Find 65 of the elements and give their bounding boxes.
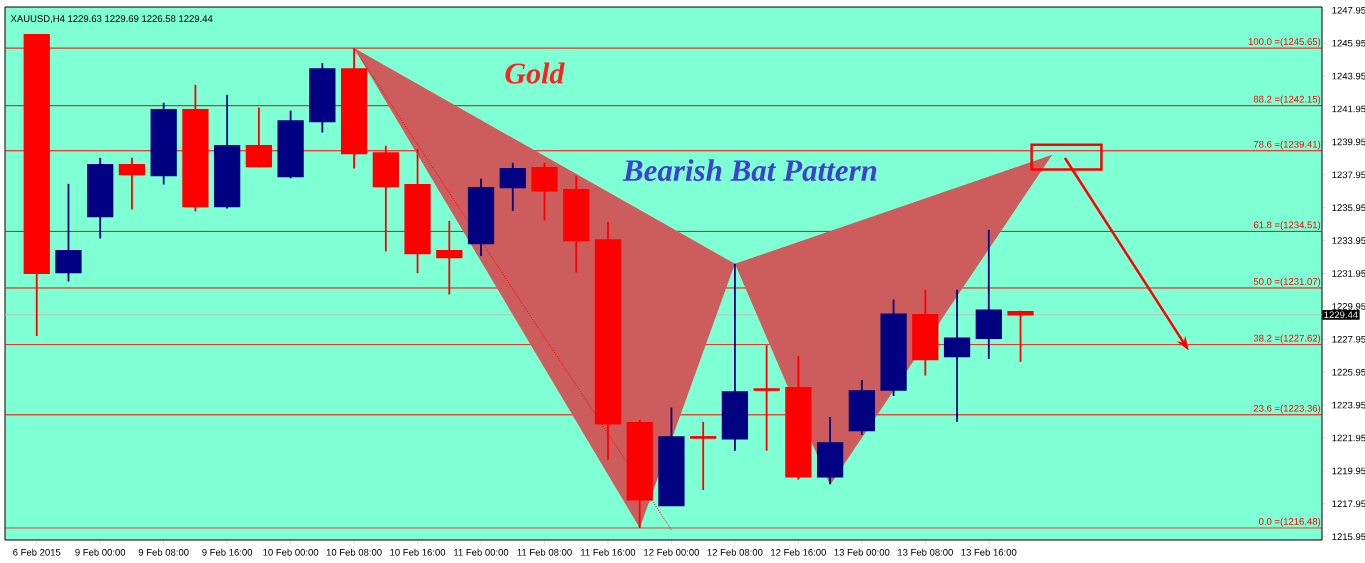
- y-tick-label: 1217.95: [1332, 500, 1365, 508]
- x-tick-label: 9 Feb 16:00: [202, 548, 253, 556]
- x-tick-label: 10 Feb 08:00: [326, 548, 382, 556]
- x-tick-label: 9 Feb 08:00: [138, 548, 189, 556]
- ref-line-label: 50.0 =(1231.07): [1253, 277, 1321, 287]
- candlestick: [55, 182, 82, 283]
- candlestick: [309, 62, 336, 134]
- y-tick-label: 1245.95: [1332, 39, 1365, 47]
- candlestick: [87, 156, 114, 240]
- candlestick: [467, 177, 495, 257]
- candlestick: [721, 262, 749, 452]
- x-tick-label: 13 Feb 00:00: [834, 548, 890, 556]
- y-tick-label: 1233.95: [1332, 237, 1365, 244]
- candlestick: [150, 101, 177, 186]
- y-tick-label: 1241.95: [1332, 105, 1365, 113]
- x-tick-label: 12 Feb 16:00: [771, 548, 826, 556]
- candlestick: [118, 156, 146, 211]
- x-tick-label: 12 Feb 08:00: [707, 548, 763, 556]
- x-tick-label: 10 Feb 16:00: [390, 548, 446, 556]
- x-tick-label: 11 Feb 00:00: [454, 548, 509, 556]
- ref-line-label: 38.2 =(1227.62): [1253, 334, 1321, 344]
- candlestick: [690, 420, 717, 491]
- ref-line-label: 1229.44: [1324, 311, 1358, 319]
- y-tick-label: 1221.95: [1332, 434, 1365, 442]
- x-tick-label: 11 Feb 08:00: [517, 548, 572, 556]
- text: Gold: [505, 62, 565, 84]
- y-tick-label: 1223.95: [1332, 401, 1365, 409]
- candlestick: [214, 93, 241, 210]
- y-tick-label: 1239.95: [1332, 138, 1365, 146]
- x-tick-label: 10 Feb 00:00: [263, 548, 319, 556]
- y-tick-label: 1237.95: [1332, 171, 1365, 179]
- ref-line-label: 88.2 =(1242.15): [1253, 95, 1321, 105]
- candlestick: [563, 174, 590, 274]
- y-tick-label: 1215.95: [1332, 533, 1365, 541]
- text: Bearish Bat Pattern: [622, 159, 877, 181]
- x-tick-label: 13 Feb 08:00: [898, 548, 953, 556]
- candlestick: [880, 298, 907, 397]
- candlestick: [531, 161, 558, 222]
- candlestick: [594, 220, 622, 461]
- candlestick: [943, 288, 971, 423]
- candlestick: [816, 416, 844, 486]
- candlestick: [277, 109, 304, 180]
- ref-line-label: 100.0 =(1245.65): [1248, 38, 1321, 47]
- candlestick: [975, 228, 1002, 360]
- ref-line-label: 61.8 =(1234.51): [1253, 221, 1321, 231]
- y-tick-label: 1227.95: [1332, 335, 1365, 343]
- y-tick-label: 1235.95: [1332, 204, 1365, 212]
- ref-line-label: 78.6 =(1239.41): [1253, 140, 1321, 150]
- x-tick-label: 13 Feb 16:00: [961, 548, 1017, 556]
- x-tick-label: 9 Feb 00:00: [75, 548, 126, 556]
- y-tick-label: 1247.95: [1332, 6, 1365, 14]
- annotation: XAUUSD,H4 1229.63 1229.69 1226.58 1229.44: [10, 15, 213, 24]
- y-tick-label: 1229.95: [1332, 303, 1365, 310]
- ref-line-label: 0.0 =(1216.48): [1259, 517, 1321, 527]
- y-tick-label: 1243.95: [1332, 72, 1365, 80]
- candlestick: [499, 161, 526, 212]
- x-tick-label: 12 Feb 00:00: [644, 548, 700, 556]
- candlestick: [658, 406, 685, 507]
- y-tick-label: 1219.95: [1332, 467, 1365, 475]
- x-tick-label: 11 Feb 16:00: [581, 548, 636, 556]
- y-tick-label: 1231.95: [1332, 270, 1365, 277]
- x-tick-label: 6 Feb 2015: [13, 548, 61, 556]
- candlestick: [848, 379, 875, 436]
- ref-line-label: 23.6 =(1223.36): [1253, 404, 1321, 414]
- y-tick-label: 1225.95: [1332, 368, 1365, 376]
